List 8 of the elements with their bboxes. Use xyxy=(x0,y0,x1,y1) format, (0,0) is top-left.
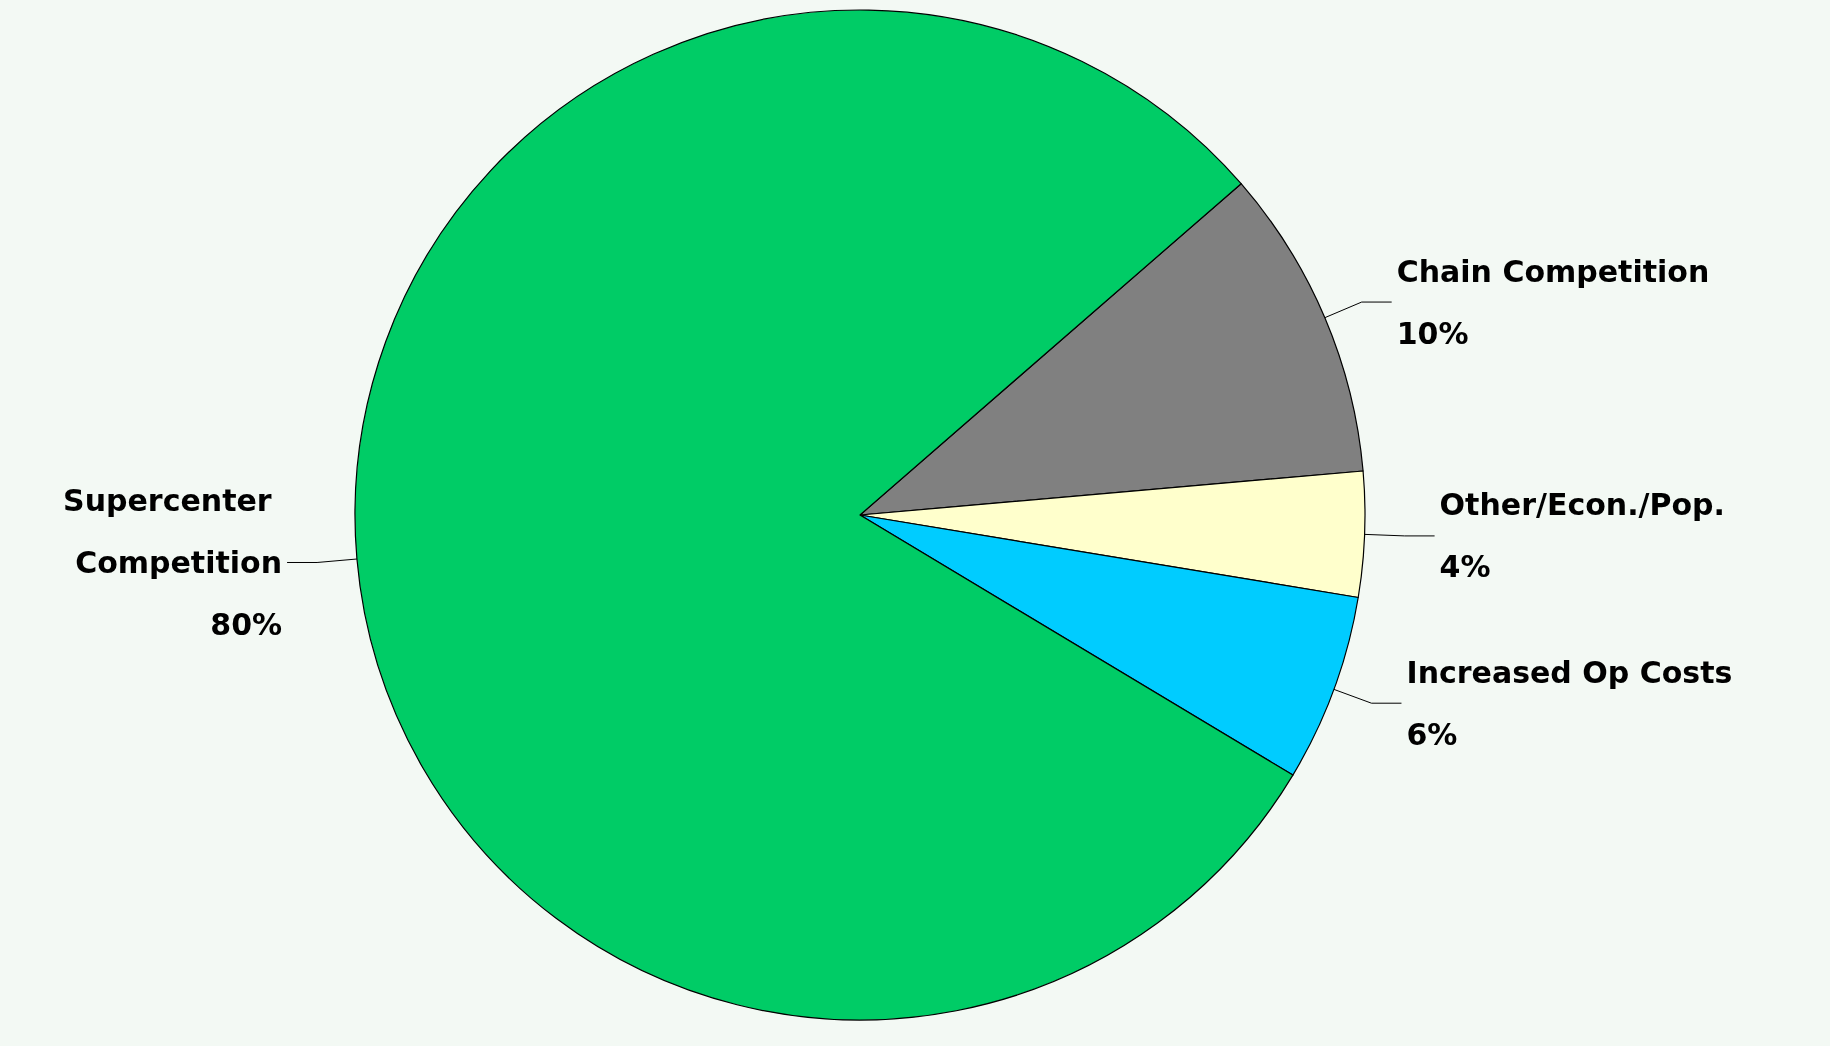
data-label: 10% xyxy=(1396,315,1469,351)
slice-label: Increased Op Costs xyxy=(1406,654,1733,690)
data-label: 80% xyxy=(210,607,283,642)
slice-label: Supercenter Competition xyxy=(63,483,283,580)
data-label: 4% xyxy=(1439,549,1491,585)
slice-label: Other/Econ./Pop. xyxy=(1439,487,1725,523)
slice-label: Chain Competition xyxy=(1396,253,1710,289)
data-label: 6% xyxy=(1406,716,1458,752)
